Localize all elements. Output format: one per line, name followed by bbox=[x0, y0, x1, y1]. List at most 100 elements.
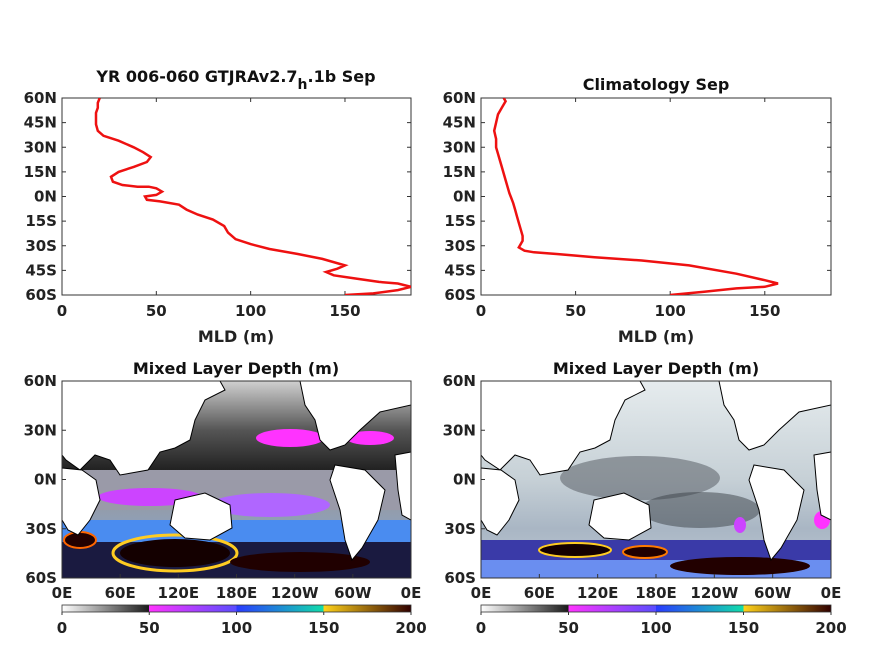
axes-box-model bbox=[61, 97, 412, 296]
colorbar-bar bbox=[480, 604, 832, 613]
map-x-tick-label: 0E bbox=[471, 584, 492, 602]
x-tick-label: 50 bbox=[146, 302, 167, 320]
colorbar-tick-label: 100 bbox=[640, 619, 671, 637]
y-tick-label: 0N bbox=[34, 188, 57, 206]
colorbar-tick-label: 200 bbox=[815, 619, 846, 637]
land-australia bbox=[588, 492, 652, 541]
y-tick-label: 45N bbox=[24, 114, 57, 132]
x-tick-label: 100 bbox=[655, 302, 686, 320]
title-subscript: h bbox=[298, 77, 308, 93]
dark-patch-south bbox=[640, 492, 760, 528]
map-y-tick-label: 60S bbox=[444, 569, 476, 587]
map-y-tick-label: 0N bbox=[453, 471, 476, 489]
hotspot-drake bbox=[622, 545, 668, 559]
y-tick-label: 60S bbox=[444, 286, 476, 304]
map-x-tick-label: 120W bbox=[690, 584, 738, 602]
x-tick-label: 50 bbox=[565, 302, 586, 320]
land-south-america bbox=[329, 464, 386, 561]
x-ticks-model: 0 50 100 150 bbox=[57, 98, 361, 320]
title-tail: .1b Sep bbox=[308, 67, 376, 86]
y-tick-label: 45S bbox=[444, 261, 476, 279]
panel-title-climatology: Climatology Sep bbox=[583, 75, 730, 94]
y-tick-label: 30N bbox=[24, 138, 57, 156]
y-tick-label: 30S bbox=[25, 237, 57, 255]
y-tick-label: 15N bbox=[24, 163, 57, 181]
y-tick-label: 30S bbox=[444, 237, 476, 255]
map-x-tick-label: 60W bbox=[334, 584, 372, 602]
map-x-tick-label: 120E bbox=[158, 584, 200, 602]
profile-line-model bbox=[94, 98, 411, 295]
map-x-tick-label: 120W bbox=[271, 584, 319, 602]
land-south-america bbox=[748, 464, 805, 561]
y-tick-label: 30N bbox=[443, 138, 476, 156]
map-x-tick-label: 0E bbox=[52, 584, 73, 602]
colorbar-tick-label: 150 bbox=[308, 619, 339, 637]
map-y-ticks-climatology: 60N 30N 0N 30S 60S bbox=[443, 372, 485, 587]
x-axis-label-climatology: MLD (m) bbox=[618, 327, 694, 346]
x-axis-label-model: MLD (m) bbox=[198, 327, 274, 346]
colorbar-bar bbox=[61, 604, 412, 613]
map-x-ticks-climatology: 0E 60E 120E 180E 120W 60W 0E bbox=[471, 574, 842, 602]
magenta-patch-pacific bbox=[256, 429, 324, 447]
x-tick-label: 0 bbox=[476, 302, 486, 320]
y-ticks-model: 60N 45N 30N 15N 0N 15S 30S 45S 60S bbox=[24, 89, 411, 304]
hotspot-south-indian bbox=[120, 539, 230, 567]
map-x-ticks-model: 0E 60E 120E 180E 120W 60W 0E bbox=[52, 574, 422, 602]
x-tick-label: 150 bbox=[329, 302, 360, 320]
map-x-tick-label: 180E bbox=[635, 584, 677, 602]
profile-panel-climatology: Climatology Sep 60N45N30N15N0N15S30S45S6… bbox=[443, 75, 832, 346]
map-title-model: Mixed Layer Depth (m) bbox=[133, 359, 339, 378]
map-x-tick-label: 0E bbox=[821, 584, 842, 602]
land-africa bbox=[61, 467, 101, 536]
colorbar-tick-label: 150 bbox=[728, 619, 759, 637]
map-x-tick-label: 60E bbox=[524, 584, 555, 602]
colorbar-tick-label: 0 bbox=[476, 619, 486, 637]
map-y-tick-label: 60N bbox=[24, 372, 57, 390]
hotspot-southwest bbox=[63, 531, 97, 549]
hotspot-south-pacific bbox=[230, 552, 370, 572]
map-x-tick-label: 180E bbox=[216, 584, 258, 602]
x-tick-label: 0 bbox=[57, 302, 67, 320]
y-tick-label: 45N bbox=[443, 114, 476, 132]
hotspot-south-pacific bbox=[670, 557, 810, 575]
colorbar-tick-label: 50 bbox=[558, 619, 579, 637]
y-tick-label: 60N bbox=[24, 89, 57, 107]
mld-field-climatology bbox=[480, 380, 832, 578]
colorbar-tick-label: 200 bbox=[395, 619, 426, 637]
y-tick-label: 15N bbox=[443, 163, 476, 181]
map-x-tick-label: 120E bbox=[577, 584, 619, 602]
profile-panel-model: YR 006-060 GTJRAv2.7h.1b Sep 60N 45N 30N 15… bbox=[24, 67, 412, 346]
hotspot-south-indian bbox=[538, 542, 612, 558]
map-x-tick-label: 60W bbox=[754, 584, 792, 602]
map-y-tick-label: 30S bbox=[25, 520, 57, 538]
y-tick-label: 60N bbox=[443, 89, 476, 107]
axes-box-climatology bbox=[480, 97, 832, 296]
map-x-tick-label: 0E bbox=[401, 584, 422, 602]
map-y-tick-label: 60N bbox=[443, 372, 476, 390]
y-tick-label: 60S bbox=[25, 286, 57, 304]
y-tick-label: 0N bbox=[453, 188, 476, 206]
map-y-ticks-model: 60N 30N 0N 30S 60S bbox=[24, 372, 66, 587]
dark-patch-tropics bbox=[560, 456, 720, 500]
magenta-spot-south-pacific bbox=[734, 517, 746, 533]
colorbar-model: 0 50 100 150 200 bbox=[57, 604, 427, 637]
profile-line-climatology bbox=[492, 98, 779, 295]
map-y-tick-label: 0N bbox=[34, 471, 57, 489]
colorbar-tick-label: 50 bbox=[139, 619, 160, 637]
y-tick-label: 15S bbox=[25, 212, 57, 230]
y-tick-label: 45S bbox=[25, 261, 57, 279]
map-title-climatology: Mixed Layer Depth (m) bbox=[553, 359, 759, 378]
land-africa-east bbox=[813, 451, 832, 521]
colorbar-tick-label: 0 bbox=[57, 619, 67, 637]
land-eurasia bbox=[480, 380, 646, 476]
map-y-tick-label: 30N bbox=[443, 421, 476, 439]
x-tick-label: 100 bbox=[235, 302, 266, 320]
mld-field-model bbox=[61, 380, 412, 578]
x-ticks-climatology: 0 50 100 150 bbox=[476, 98, 780, 320]
x-tick-label: 150 bbox=[749, 302, 780, 320]
land-africa-east bbox=[394, 451, 412, 521]
magenta-patch-south-pacific bbox=[210, 493, 330, 517]
